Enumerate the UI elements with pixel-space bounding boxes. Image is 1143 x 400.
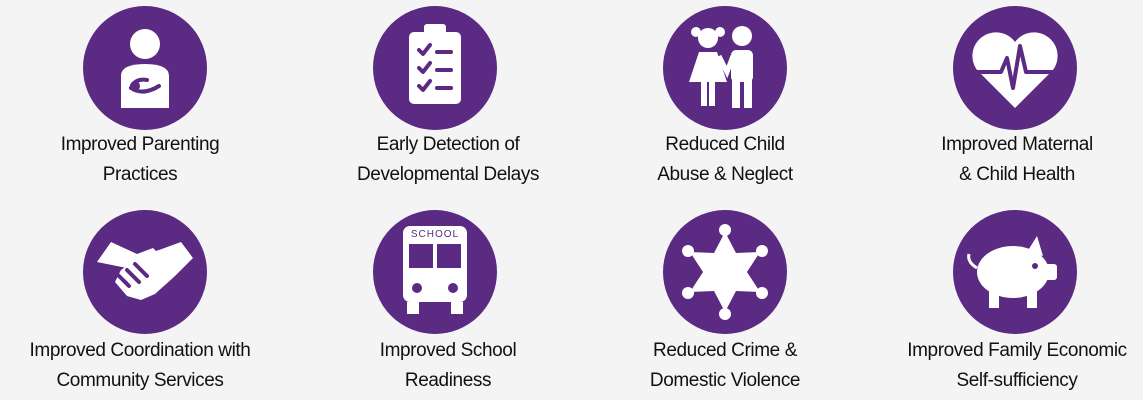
parent-body [121, 64, 169, 108]
clipboard [409, 32, 461, 104]
icon-children [663, 6, 787, 130]
item-label: Community Services [56, 370, 223, 391]
boy-body [731, 50, 753, 82]
bus-sign: SCHOOL [411, 229, 459, 240]
list-lines [435, 50, 453, 90]
pigtail [691, 27, 701, 37]
checks [417, 43, 432, 92]
item-label: Self-sufficiency [956, 370, 1078, 391]
star-tip [682, 287, 694, 299]
headlight [412, 283, 422, 293]
star-tip [756, 245, 768, 257]
item-label: Readiness [405, 370, 491, 391]
item-label: Reduced Child [665, 134, 784, 155]
clip [424, 24, 446, 36]
item-label: Abuse & Neglect [657, 164, 794, 185]
hand-left [115, 242, 193, 300]
star [690, 232, 760, 312]
boy-head [732, 26, 752, 46]
icon-piggy-bank [953, 210, 1077, 334]
item-label: Improved Parenting [61, 134, 220, 155]
star-tip [682, 245, 694, 257]
girl-head [698, 28, 718, 48]
pig-ear [1027, 236, 1043, 256]
parent-head [130, 29, 160, 59]
bus-window [437, 244, 461, 268]
star-tip [719, 224, 731, 236]
item-label: & Child Health [959, 164, 1075, 185]
pig-eye [1032, 263, 1038, 269]
item-label: Improved Coordination with [30, 340, 251, 361]
icon-bus: SCHOOL [373, 210, 497, 334]
star-tip [756, 287, 768, 299]
bus-window [409, 244, 433, 268]
icon-handshake [83, 210, 207, 334]
icon-clipboard [373, 6, 497, 130]
star-tip [719, 308, 731, 320]
icon-star [663, 210, 787, 334]
boy-leg [732, 80, 740, 108]
pig-snout [1045, 264, 1057, 280]
wheel [407, 302, 419, 314]
pig-leg [1027, 288, 1037, 308]
pig-tail [967, 253, 978, 270]
girl-dress [689, 52, 727, 82]
fingers [117, 262, 149, 288]
pigtail [715, 27, 725, 37]
item-label: Practices [103, 164, 178, 185]
headlight [448, 283, 458, 293]
boy-leg [744, 80, 752, 108]
holding-hands [716, 54, 736, 79]
girl-leg [709, 82, 715, 106]
item-label: Domestic Violence [650, 370, 800, 391]
wheel [451, 302, 463, 314]
item-label: Developmental Delays [357, 164, 539, 185]
item-label: Improved Maternal [941, 134, 1093, 155]
icon-heart [953, 6, 1077, 130]
pig-body [977, 246, 1049, 298]
icon-parenting [83, 6, 207, 130]
item-label: Improved School [380, 340, 517, 361]
baby-head [130, 81, 140, 91]
girl-leg [701, 82, 707, 106]
item-label: Early Detection of [377, 134, 521, 155]
pig-leg [989, 288, 999, 308]
ecg-line [969, 44, 1061, 90]
item-label: Improved Family Economic [907, 340, 1127, 361]
item-label: Reduced Crime & [653, 340, 798, 361]
